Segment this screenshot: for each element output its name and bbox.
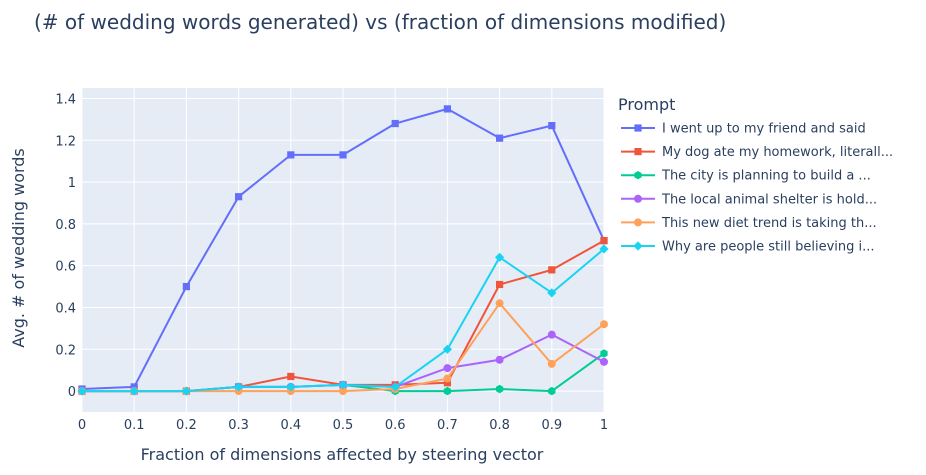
legend-item[interactable]: This new diet trend is taking th... [621,216,877,231]
data-point [339,387,347,396]
data-point [287,151,295,159]
legend-marker [634,171,642,180]
data-point [547,288,557,298]
data-point [547,359,556,368]
legend-label: Why are people still believing i... [662,240,875,255]
data-point [548,122,556,130]
data-point [548,266,556,274]
data-point [496,280,504,289]
legend-marker [634,124,642,132]
data-point [235,193,243,201]
legend[interactable]: I went up to my friend and said My dog at… [621,122,893,255]
x-tick-label: 0.3 [228,418,249,433]
x-tick-label: 0.6 [385,418,406,433]
y-tick-label: 1.4 [55,92,76,107]
data-point [600,236,608,245]
legend-item[interactable]: The local animal shelter is hold... [621,192,877,207]
data-point [391,119,399,128]
data-point [390,382,400,392]
x-axis-title: Fraction of dimensions affected by steer… [141,445,544,464]
legend-label: This new diet trend is taking th... [661,216,877,231]
data-point [600,320,608,329]
legend-marker [634,148,642,156]
x-tick-label: 0.2 [176,418,197,433]
legend-item[interactable]: My dog ate my homework, literall... [621,145,893,160]
legend-marker [633,241,643,251]
legend-marker [634,218,642,227]
legend-label: The city is planning to build a ... [661,169,871,184]
series-lines [77,105,609,396]
y-tick-label: 0.4 [55,301,76,316]
data-point [496,134,504,142]
data-point [234,382,244,392]
data-point [287,372,295,381]
data-point [495,299,504,308]
legend-label: My dog ate my homework, literall... [662,145,893,160]
data-point [443,105,451,113]
data-point [77,386,87,396]
x-tick-label: 0.1 [124,418,145,433]
data-point [442,344,452,354]
data-point [443,379,451,387]
data-point [495,355,504,364]
y-axis-title: Avg. # of wedding words [9,148,28,348]
data-point [443,364,452,373]
series-6 [77,244,609,396]
legend-label: I went up to my friend and said [662,122,866,137]
data-point [599,244,609,254]
y-tick-labels: 0 0.2 0.4 0.6 0.8 1 1.2 1.4 [55,92,76,400]
data-point [600,349,608,358]
data-point [548,386,556,396]
legend-title: Prompt [618,95,675,114]
x-tick-label: 1 [600,418,608,433]
data-point [181,386,191,396]
x-tick-label: 0.7 [437,418,458,433]
y-tick-label: 1.2 [55,134,76,149]
legend-item[interactable]: Why are people still believing i... [621,240,875,255]
data-point [339,151,347,159]
y-tick-label: 0 [68,385,76,400]
x-tick-labels: 0 0.1 0.2 0.3 0.4 0.5 0.6 0.7 0.8 0.9 1 [78,418,608,433]
legend-item[interactable]: The city is planning to build a ... [621,169,871,184]
data-point [547,330,556,339]
y-tick-label: 0.8 [55,218,76,233]
data-point [182,282,190,291]
data-point [443,374,452,383]
y-tick-label: 0.2 [55,343,76,358]
chart-title: (# of wedding words generated) vs (fract… [34,10,726,34]
data-point [443,386,452,396]
x-tick-label: 0.8 [489,418,510,433]
legend-label: The local animal shelter is hold... [661,192,877,207]
legend-marker [634,194,642,203]
x-tick-label: 0.5 [333,418,354,433]
y-tick-label: 0.6 [55,260,76,275]
x-tick-label: 0.4 [280,418,301,433]
x-tick-label: 0 [78,418,86,433]
y-tick-label: 1 [68,176,76,191]
data-point [495,384,504,394]
x-tick-label: 0.9 [541,418,562,433]
legend-item[interactable]: I went up to my friend and said [621,122,866,137]
data-point [286,382,296,392]
data-point [600,357,608,366]
data-point [338,380,348,390]
data-point [129,386,139,396]
data-point [495,252,505,262]
